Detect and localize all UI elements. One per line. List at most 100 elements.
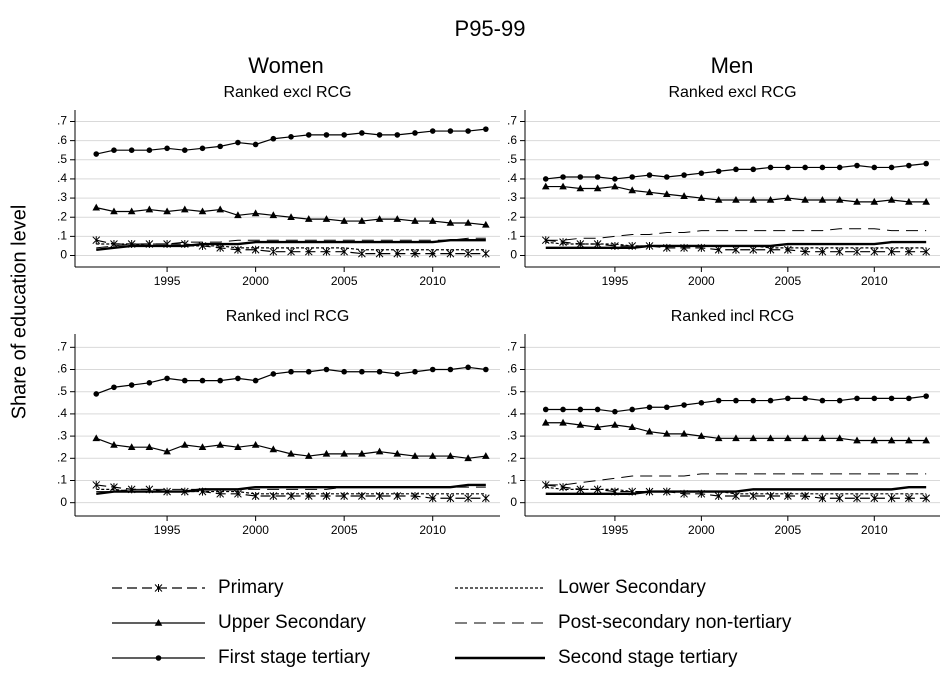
point — [870, 247, 879, 256]
point — [464, 454, 472, 462]
point — [198, 207, 207, 215]
x-tick-label: 2000 — [688, 523, 715, 537]
point — [905, 197, 913, 205]
x-tick-label: 2000 — [242, 274, 269, 288]
point — [464, 494, 472, 503]
point — [819, 397, 826, 404]
point — [835, 494, 844, 503]
point — [836, 164, 843, 171]
point — [645, 188, 654, 196]
point — [198, 443, 207, 450]
point — [447, 128, 454, 134]
point — [612, 176, 618, 182]
point — [146, 147, 153, 154]
point — [906, 395, 912, 402]
point — [146, 380, 153, 386]
point — [611, 421, 619, 428]
point — [483, 366, 489, 373]
point — [749, 195, 758, 203]
point — [111, 147, 117, 154]
series-line — [545, 473, 927, 486]
point — [871, 395, 878, 402]
point — [93, 391, 100, 397]
y-tick-label: .2 — [57, 209, 67, 223]
point — [594, 406, 601, 413]
y-tick-label: .5 — [57, 152, 67, 166]
point — [922, 494, 931, 503]
point — [92, 480, 101, 489]
y-tick-label: .3 — [57, 190, 67, 204]
point — [180, 440, 189, 448]
point — [323, 366, 330, 373]
y-tick-label: .2 — [57, 450, 67, 464]
point — [871, 164, 878, 171]
point — [801, 247, 809, 256]
point — [155, 655, 162, 661]
point — [767, 164, 774, 171]
point — [628, 423, 637, 431]
point — [802, 395, 808, 402]
point — [358, 249, 366, 258]
point — [750, 397, 757, 404]
point — [269, 211, 278, 219]
column-title: Women — [248, 53, 323, 78]
point — [680, 429, 688, 437]
point — [481, 249, 490, 258]
legend-label: Primary — [218, 577, 284, 598]
point — [464, 218, 472, 226]
panel-subtitle: Ranked excl RCG — [668, 84, 796, 101]
point — [818, 434, 827, 442]
point — [304, 215, 313, 222]
point — [681, 402, 687, 408]
point — [542, 176, 549, 182]
y-tick-label: .7 — [57, 114, 67, 128]
point — [732, 434, 740, 442]
point — [447, 366, 454, 373]
y-tick-label: .1 — [57, 473, 67, 487]
point — [199, 377, 206, 384]
point — [288, 368, 294, 375]
point — [341, 368, 347, 375]
panel-subtitle: Ranked excl RCG — [223, 84, 351, 101]
point — [559, 182, 567, 190]
series-line — [545, 484, 927, 499]
point — [322, 247, 331, 256]
point — [923, 393, 929, 399]
x-tick-label: 2005 — [331, 523, 358, 537]
point — [341, 132, 347, 138]
point — [376, 368, 383, 375]
point — [481, 494, 490, 503]
point — [92, 236, 101, 245]
point — [594, 174, 601, 180]
point — [698, 400, 705, 406]
point — [163, 447, 171, 455]
point — [576, 184, 585, 192]
x-tick-label: 2010 — [419, 274, 446, 288]
point — [576, 485, 585, 494]
point — [733, 397, 739, 404]
point — [428, 249, 437, 258]
point — [322, 449, 331, 457]
point — [905, 436, 913, 444]
point — [270, 135, 277, 142]
y-tick-label: .2 — [507, 450, 517, 464]
point — [394, 132, 401, 138]
point — [93, 151, 100, 157]
point — [922, 436, 930, 444]
legend-label: Upper Secondary — [218, 612, 366, 633]
point — [887, 436, 896, 444]
y-tick-label: .5 — [507, 152, 517, 166]
y-tick-label: .3 — [57, 428, 67, 442]
panel-subtitle: Ranked incl RCG — [226, 308, 350, 325]
point — [629, 174, 636, 180]
point — [269, 247, 278, 256]
point — [766, 434, 775, 442]
point — [923, 160, 929, 167]
y-tick-label: .1 — [507, 473, 517, 487]
point — [750, 166, 757, 173]
point — [714, 195, 723, 203]
point — [393, 249, 402, 258]
point — [181, 147, 188, 154]
point — [287, 213, 295, 221]
x-tick-label: 2010 — [861, 523, 888, 537]
